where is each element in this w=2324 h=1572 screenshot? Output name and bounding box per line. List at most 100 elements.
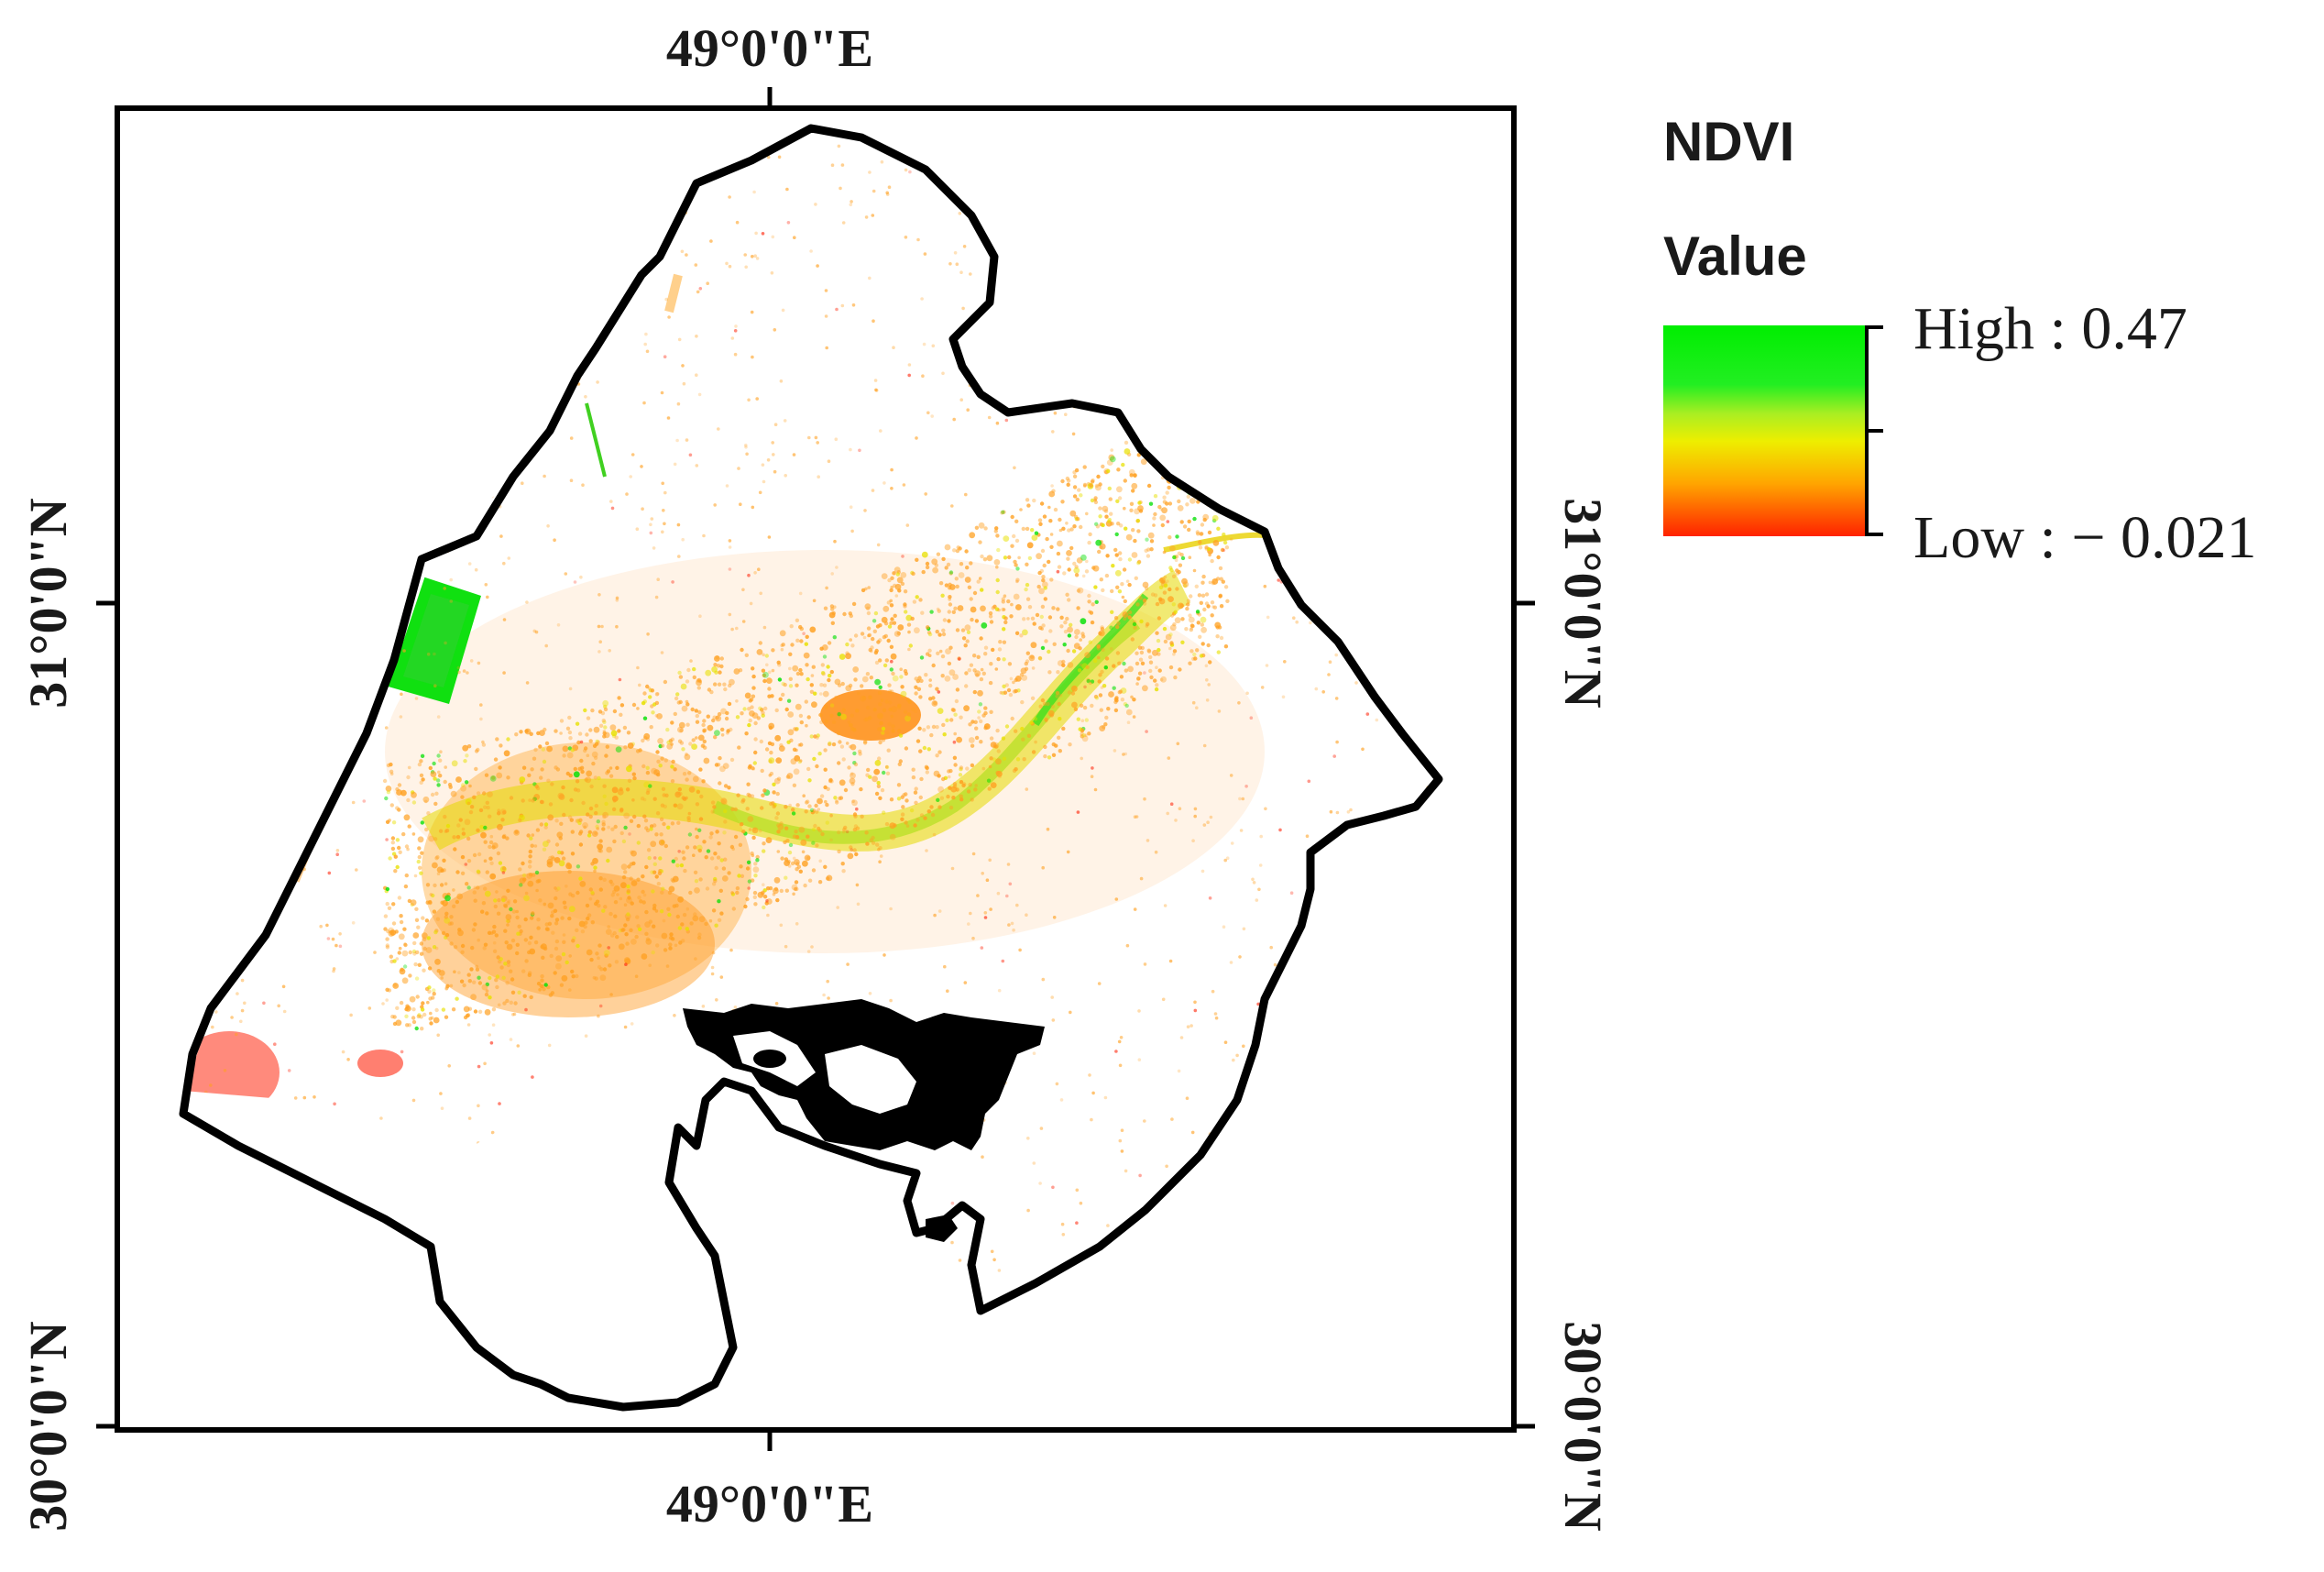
ndvi-speckle <box>554 939 560 944</box>
ndvi-speckle <box>1057 735 1061 740</box>
ndvi-speckle <box>980 605 986 612</box>
ndvi-speckle <box>447 1064 452 1068</box>
ndvi-speckle <box>1168 566 1173 570</box>
ndvi-speckle <box>282 1009 287 1014</box>
ndvi-speckle <box>794 754 801 762</box>
ndvi-speckle <box>476 869 481 874</box>
ndvi-speckle <box>662 918 666 923</box>
ndvi-speckle <box>570 852 576 856</box>
ndvi-speckle <box>825 802 829 808</box>
ndvi-speckle <box>379 1116 383 1120</box>
ndvi-speckle <box>1090 775 1094 778</box>
ndvi-speckle <box>1049 713 1054 718</box>
ndvi-speckle <box>540 984 544 989</box>
ndvi-speckle <box>514 830 519 834</box>
ndvi-speckle <box>1200 642 1205 646</box>
ndvi-speckle <box>544 922 549 927</box>
ndvi-speckle <box>827 996 830 1000</box>
ndvi-speckle <box>816 264 819 268</box>
ndvi-speckle <box>1079 703 1084 708</box>
ndvi-speckle <box>1110 522 1114 526</box>
ndvi-speckle <box>994 667 999 671</box>
ndvi-speckle <box>607 946 610 950</box>
ndvi-speckle <box>530 843 534 848</box>
ndvi-speckle <box>439 1092 443 1095</box>
ndvi-speckle <box>850 529 854 533</box>
ndvi-speckle <box>1213 1012 1218 1016</box>
ndvi-speckle <box>936 651 940 655</box>
ndvi-speckle <box>997 988 1002 993</box>
ndvi-speckle <box>775 897 780 903</box>
ndvi-speckle <box>759 591 762 596</box>
ndvi-speckle <box>521 873 527 878</box>
ndvi-speckle <box>851 799 858 807</box>
ndvi-speckle <box>598 640 602 643</box>
ndvi-speckle <box>636 823 641 829</box>
ndvi-speckle <box>586 913 592 918</box>
ndvi-speckle <box>950 866 955 871</box>
ndvi-speckle <box>1064 412 1068 417</box>
ndvi-speckle <box>981 671 987 676</box>
ndvi-speckle <box>997 1269 1002 1272</box>
ndvi-speckle <box>1070 691 1076 696</box>
ndvi-speckle <box>481 742 487 747</box>
ndvi-speckle <box>996 749 1002 753</box>
ndvi-speckle <box>849 845 853 850</box>
ndvi-speckle <box>852 751 857 756</box>
ndvi-speckle <box>466 671 469 675</box>
ndvi-speckle <box>1165 1164 1168 1169</box>
ndvi-speckle <box>1025 526 1030 532</box>
ndvi-speckle <box>449 984 454 988</box>
ndvi-speckle <box>498 1102 501 1105</box>
ndvi-speckle <box>1066 550 1072 556</box>
ndvi-speckle <box>921 374 925 379</box>
ndvi-speckle <box>1079 524 1083 530</box>
ndvi-speckle <box>1037 518 1043 522</box>
ndvi-speckle <box>543 727 547 732</box>
ndvi-speckle <box>996 891 1001 896</box>
ndvi-speckle <box>1165 490 1169 495</box>
ndvi-speckle <box>465 798 472 806</box>
ndvi-speckle <box>389 929 397 936</box>
ndvi-speckle <box>804 642 808 646</box>
ndvi-speckle <box>281 984 286 989</box>
ndvi-speckle <box>715 998 718 1002</box>
ndvi-speckle <box>1328 660 1332 664</box>
ndvi-speckle <box>963 981 968 984</box>
ndvi-speckle <box>762 673 766 677</box>
ndvi-speckle <box>955 548 960 554</box>
ndvi-speckle <box>773 886 779 892</box>
ndvi-speckle <box>923 252 927 256</box>
ndvi-speckle <box>922 342 926 346</box>
ndvi-speckle <box>1039 501 1045 506</box>
ndvi-speckle <box>904 610 908 614</box>
ndvi-speckle <box>788 676 793 681</box>
ndvi-speckle <box>1043 597 1048 601</box>
ndvi-speckle <box>609 724 617 731</box>
ndvi-speckle <box>887 683 892 687</box>
ndvi-speckle <box>1084 652 1091 659</box>
ndvi-speckle <box>1081 574 1086 578</box>
ndvi-speckle <box>714 730 720 736</box>
ndvi-speckle <box>493 904 498 909</box>
ndvi-speckle <box>1145 537 1149 542</box>
ndvi-speckle <box>890 467 893 472</box>
ndvi-speckle <box>502 810 507 815</box>
ndvi-speckle <box>967 668 972 673</box>
ndvi-speckle <box>421 932 428 939</box>
ndvi-speckle <box>392 959 397 963</box>
ndvi-speckle <box>1065 522 1069 525</box>
ndvi-speckle <box>896 783 902 787</box>
ndvi-speckle <box>1191 700 1196 705</box>
ndvi-speckle <box>758 706 762 710</box>
ndvi-speckle <box>502 618 507 621</box>
ndvi-speckle <box>955 584 959 589</box>
ndvi-speckle <box>610 893 615 897</box>
ndvi-speckle <box>698 817 704 821</box>
ndvi-speckle <box>1101 588 1105 593</box>
ndvi-speckle <box>953 712 958 717</box>
ndvi-speckle <box>890 714 894 719</box>
ndvi-speckle <box>1007 555 1012 560</box>
ndvi-speckle <box>884 658 889 663</box>
ndvi-speckle <box>927 632 933 637</box>
